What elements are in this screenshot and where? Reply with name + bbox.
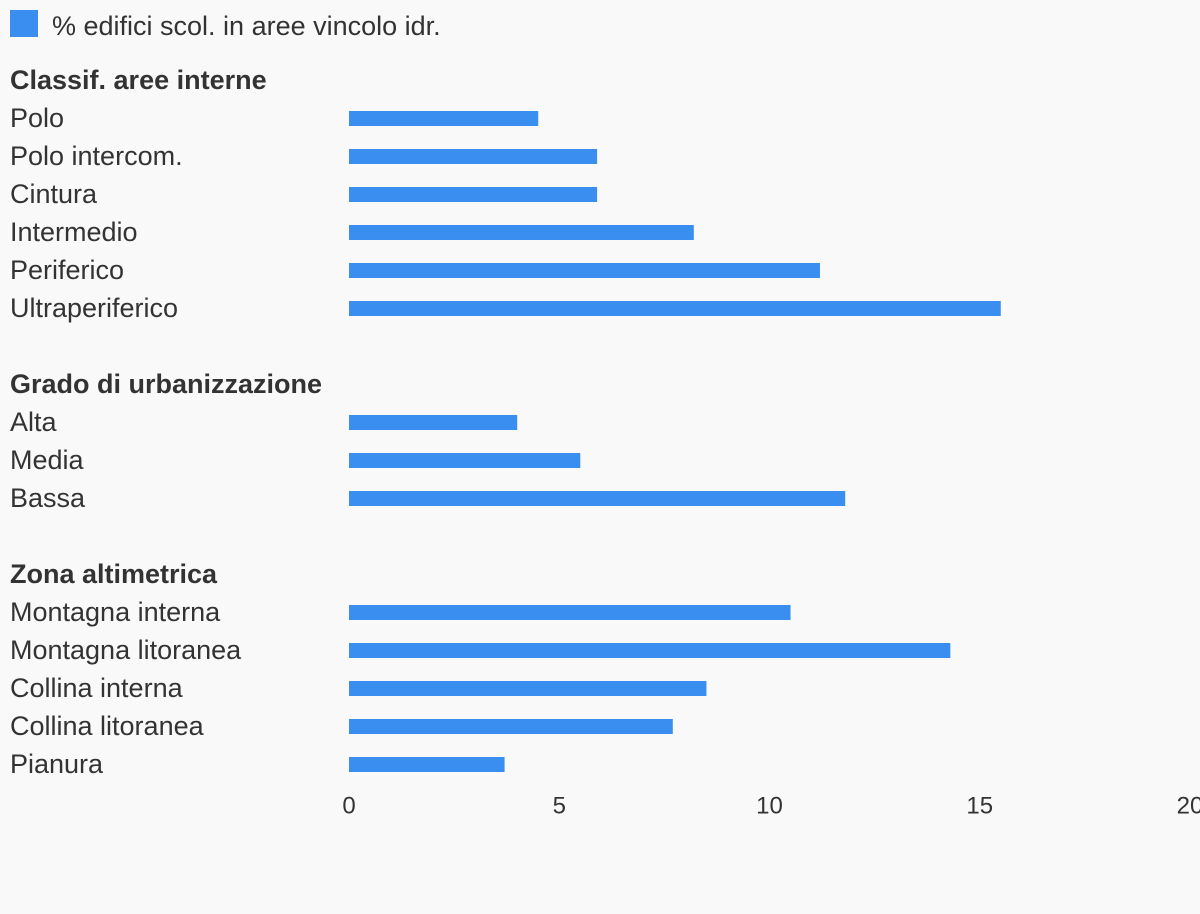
bar xyxy=(349,415,518,430)
category-label: Bassa xyxy=(10,483,86,513)
bar xyxy=(349,263,820,278)
x-tick-label: 10 xyxy=(756,792,783,819)
bar xyxy=(349,453,581,468)
legend: % edifici scol. in aree vincolo idr. xyxy=(10,10,441,44)
category-label: Media xyxy=(10,445,85,475)
x-tick-label: 5 xyxy=(553,792,566,819)
bar xyxy=(349,301,1001,316)
category-label: Pianura xyxy=(10,749,104,779)
category-label: Alta xyxy=(10,407,58,437)
bar xyxy=(349,757,505,772)
bar xyxy=(349,187,598,202)
category-label: Polo intercom. xyxy=(10,141,183,171)
category-label: Ultraperiferico xyxy=(10,293,178,323)
bar xyxy=(349,719,673,734)
category-label: Intermedio xyxy=(10,217,138,247)
group-title: Zona altimetrica xyxy=(10,559,218,589)
category-label: Polo xyxy=(10,103,64,133)
group-title: Classif. aree interne xyxy=(10,65,267,95)
bar xyxy=(349,149,598,164)
x-tick-label: 0 xyxy=(342,792,355,819)
category-label: Collina interna xyxy=(10,673,184,703)
legend-swatch xyxy=(10,10,38,37)
x-tick-label: 20 xyxy=(1177,792,1200,819)
category-label: Collina litoranea xyxy=(10,711,205,741)
x-tick-label: 15 xyxy=(966,792,993,819)
bar xyxy=(349,681,707,696)
category-label: Cintura xyxy=(10,179,98,209)
category-label: Montagna interna xyxy=(10,597,221,627)
bar xyxy=(349,643,951,658)
bar xyxy=(349,605,791,620)
bar xyxy=(349,111,539,126)
group-title: Grado di urbanizzazione xyxy=(10,369,322,399)
legend-label: % edifici scol. in aree vincolo idr. xyxy=(52,10,441,41)
category-label: Montagna litoranea xyxy=(10,635,242,665)
bar xyxy=(349,225,694,240)
category-label: Periferico xyxy=(10,255,124,285)
bar xyxy=(349,491,846,506)
